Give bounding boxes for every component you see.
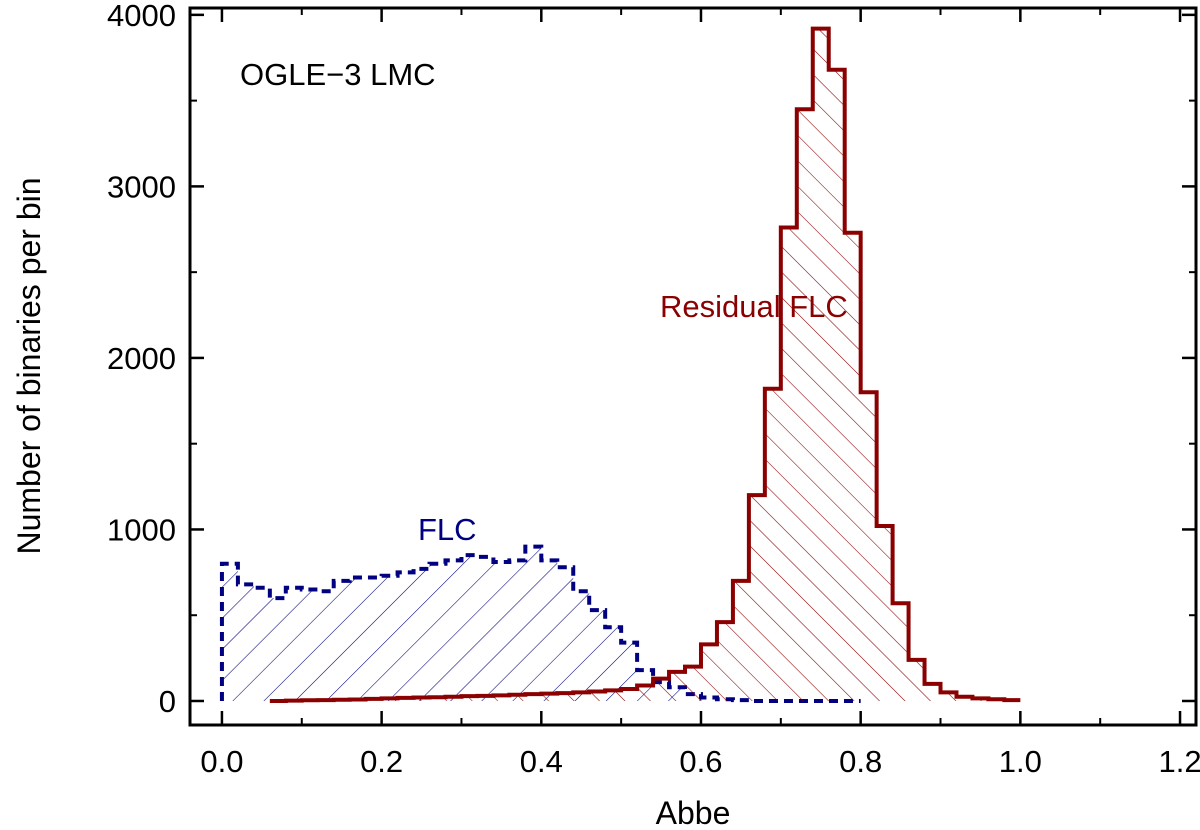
x-tick-label: 0.6 <box>679 744 722 779</box>
annotation-dataset: OGLE−3 LMC <box>240 57 436 92</box>
x-tick-label: 1.2 <box>1158 744 1200 779</box>
x-tick-label: 0.2 <box>360 744 403 779</box>
hatch-area-flc <box>221 546 861 701</box>
y-tick-label: 2000 <box>107 341 176 376</box>
y-tick-label: 1000 <box>107 512 176 547</box>
hatch-area-residual-flc <box>269 28 1021 701</box>
x-tick-label: 0.0 <box>200 744 243 779</box>
plot-frame <box>188 6 1198 727</box>
y-tick-label: 0 <box>159 684 176 719</box>
y-tick-label: 3000 <box>107 169 176 204</box>
y-tick-label: 4000 <box>107 0 176 33</box>
annotation-residual-flc: Residual FLC <box>660 289 848 324</box>
series-layer <box>219 26 1021 703</box>
y-axis-title: Number of binaries per bin <box>11 177 47 554</box>
x-tick-label: 1.0 <box>999 744 1042 779</box>
annotation-flc: FLC <box>418 512 477 547</box>
x-tick-label: 0.8 <box>839 744 882 779</box>
axes-layer: 0.0 0.2 0.4 0.6 0.8 1.0 1.2 0 1000 2000 3000 4000 <box>107 0 1200 779</box>
x-axis-title: Abbe <box>656 795 731 830</box>
x-tick-label: 0.4 <box>520 744 563 779</box>
series-line-residual-flc <box>269 26 1021 703</box>
